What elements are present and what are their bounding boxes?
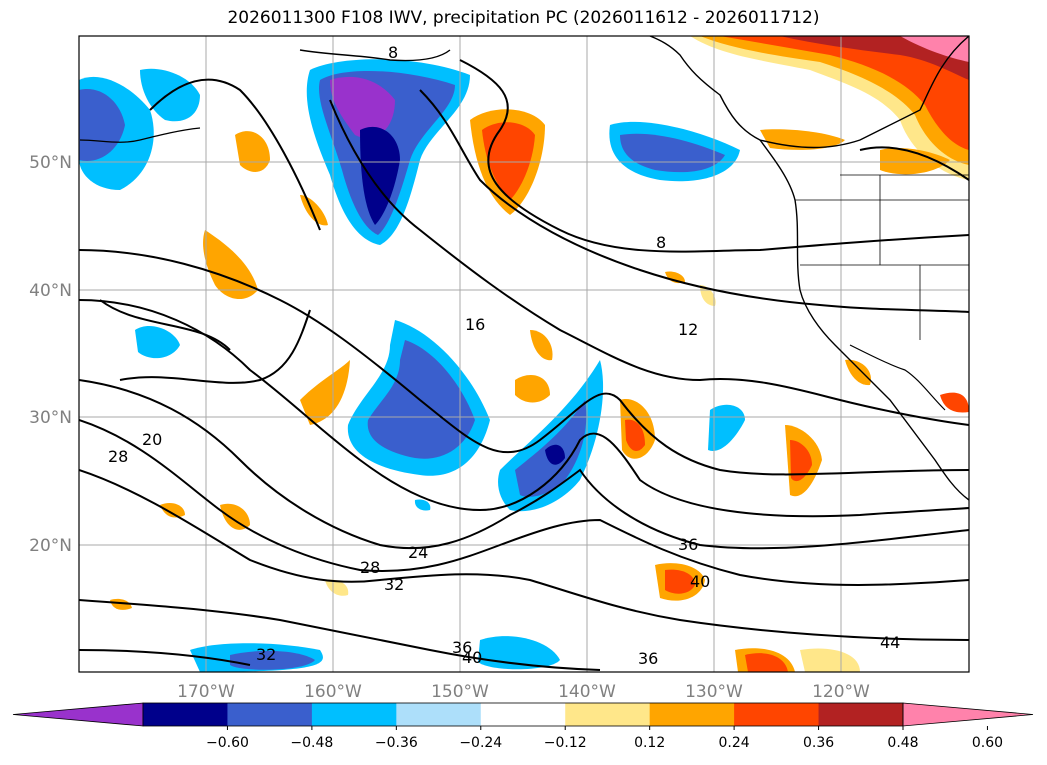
colorbar-tick-label: 0.36 <box>803 735 834 751</box>
contour-label: 40 <box>462 648 482 667</box>
colorbar-segment <box>396 703 482 726</box>
contour-label: 36 <box>452 638 472 657</box>
positive-anomaly-shading <box>110 36 969 672</box>
colorbar-segment <box>143 703 228 726</box>
colorbar-segment <box>649 703 735 726</box>
colorbar-tick-label: −0.60 <box>206 735 249 751</box>
map-title: 2026011300 F108 IWV, precipitation PC (2… <box>227 8 820 28</box>
lat-label: 50°N <box>29 153 72 173</box>
contour-label: 28 <box>360 558 380 577</box>
contour-label: 8 <box>388 43 398 62</box>
lat-label: 30°N <box>29 408 72 428</box>
colorbar-tick-label: −0.12 <box>544 735 587 751</box>
contour-label: 12 <box>678 320 698 339</box>
contour-label: 32 <box>256 645 276 664</box>
contour-label: 24 <box>408 543 428 562</box>
contour-label: 36 <box>678 535 698 554</box>
coastlines <box>79 36 969 501</box>
iwv-contours <box>79 59 969 671</box>
longitude-labels: 170°W 160°W 150°W 140°W 130°W 120°W <box>177 682 870 702</box>
contour-label: 8 <box>656 233 666 252</box>
colorbar-tick-label: −0.48 <box>290 735 333 751</box>
lat-label: 20°N <box>29 536 72 556</box>
colorbar-labels: −0.60 −0.48 −0.36 −0.24 −0.12 0.12 0.24 0.36 0.4… <box>206 726 1003 751</box>
colorbar-tick-label: −0.36 <box>375 735 418 751</box>
contour-label: 36 <box>638 649 658 668</box>
lon-label: 140°W <box>558 682 616 702</box>
colorbar-tick-label: −0.24 <box>459 735 502 751</box>
map-panel[interactable]: 8 8 12 16 20 28 24 28 32 32 36 36 36 40 … <box>79 36 969 672</box>
negative-anomaly-shading <box>79 59 745 672</box>
colorbar-segment <box>818 703 904 726</box>
colorbar-tick-label: 0.48 <box>887 735 918 751</box>
contour-label: 16 <box>465 315 485 334</box>
colorbar <box>12 702 1034 727</box>
lat-label: 40°N <box>29 281 72 301</box>
graticule <box>79 36 969 672</box>
colorbar-segment <box>480 703 566 726</box>
contour-label: 40 <box>690 572 710 591</box>
colorbar-extend-min <box>12 702 144 727</box>
contour-label: 32 <box>384 575 404 594</box>
map-frame <box>78 35 970 673</box>
contour-label: 20 <box>142 430 162 449</box>
colorbar-segment <box>734 703 820 726</box>
lon-label: 160°W <box>304 682 362 702</box>
colorbar-extend-max <box>902 702 1034 727</box>
lon-label: 120°W <box>812 682 870 702</box>
contour-labels: 8 8 12 16 20 28 24 28 32 32 36 36 36 40 … <box>108 43 900 668</box>
colorbar-tick-label: 0.60 <box>972 735 1003 751</box>
lon-label: 170°W <box>177 682 235 702</box>
lon-label: 150°W <box>431 682 489 702</box>
colorbar-tick-label: 0.24 <box>719 735 750 751</box>
contour-label: 28 <box>108 447 128 466</box>
lon-label: 130°W <box>685 682 743 702</box>
colorbar-segment <box>565 703 651 726</box>
colorbar-tick-label: 0.12 <box>634 735 665 751</box>
colorbar-segment <box>311 703 397 726</box>
colorbar-frame <box>142 702 904 727</box>
colorbar-segment <box>227 703 313 726</box>
contour-label: 44 <box>880 633 900 652</box>
latitude-labels: 50°N 40°N 30°N 20°N <box>29 153 72 556</box>
